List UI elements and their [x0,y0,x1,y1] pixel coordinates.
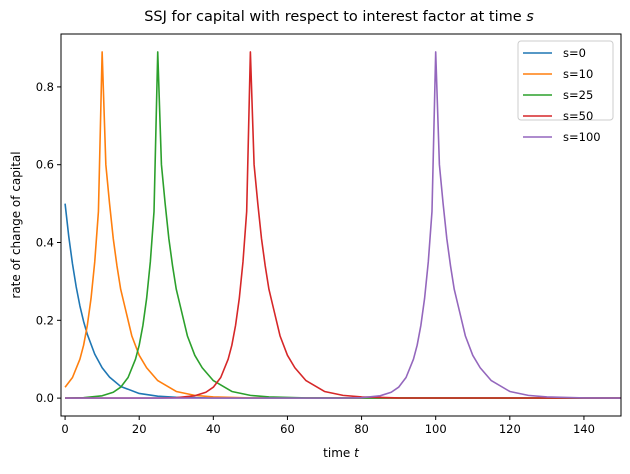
legend-label: s=10 [563,67,593,81]
legend-label: s=0 [563,46,586,60]
y-axis-label: rate of change of capital [9,151,23,298]
x-tick-label: 140 [573,422,595,436]
y-tick-label: 0.2 [36,313,54,327]
x-tick-label: 80 [354,422,369,436]
y-tick-label: 0.0 [36,391,54,405]
series-line-s-50 [65,51,622,399]
x-axis-label: time t [323,446,360,460]
x-tick-label: 100 [425,422,447,436]
y-tick-label: 0.8 [36,80,54,94]
series-line-s-100 [65,51,622,399]
chart-title: SSJ for capital with respect to interest… [144,9,534,25]
x-tick-label: 40 [206,422,221,436]
series-layer [64,51,622,399]
y-tick-label: 0.4 [36,236,54,250]
x-axis: 0 20 40 60 80 100 120 140 [61,416,595,436]
x-tick-label: 60 [280,422,295,436]
y-tick-label: 0.6 [36,158,54,172]
x-tick-label: 0 [61,422,68,436]
legend-label: s=100 [563,130,601,144]
series-line-s-10 [64,51,622,399]
legend-label: s=25 [563,88,593,102]
series-line-s-25 [65,51,622,399]
legend-label: s=50 [563,109,593,123]
y-axis: 0.0 0.2 0.4 0.6 0.8 [36,80,61,405]
x-tick-label: 120 [499,422,521,436]
legend-box [517,40,614,121]
x-tick-label: 20 [132,422,147,436]
plot-frame [60,33,622,417]
legend: s=0 s=10 s=25 s=50 s=100 [517,40,614,144]
